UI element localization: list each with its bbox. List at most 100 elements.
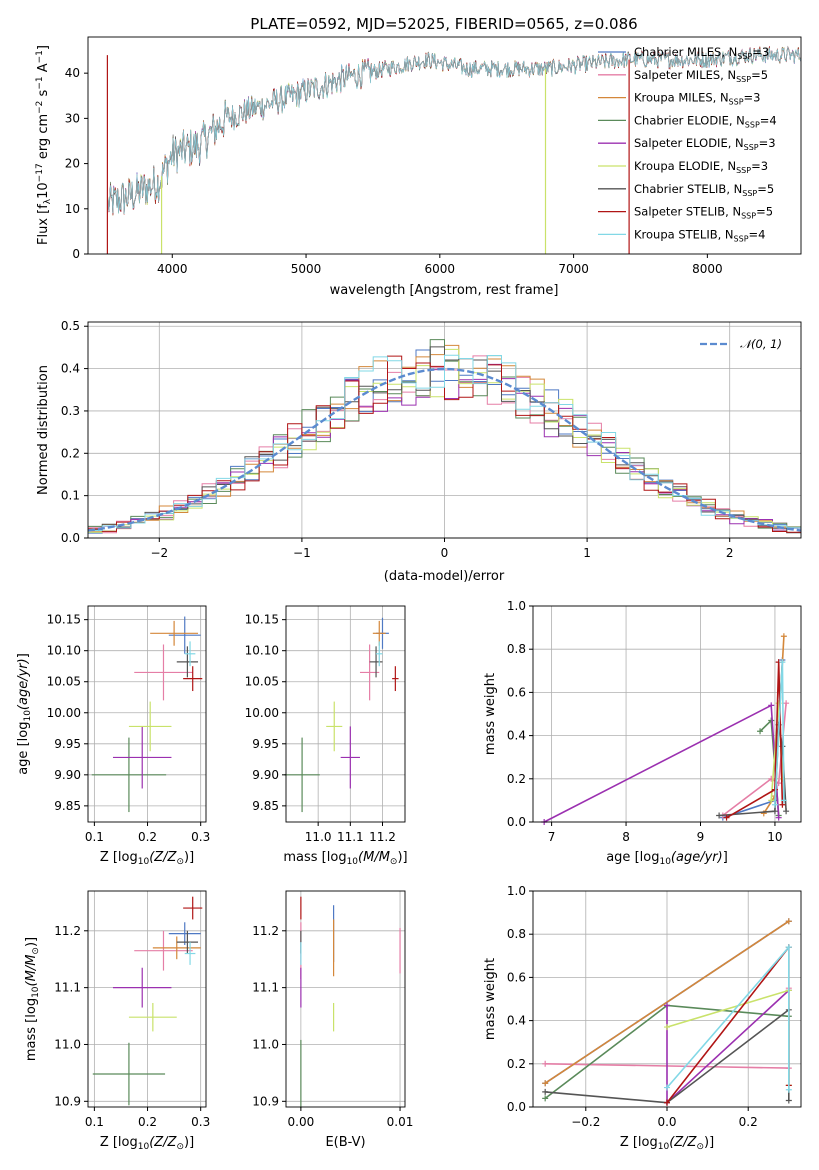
mass-vs-ebv-marks <box>300 896 401 1109</box>
normal-legend-label: 𝒩(0, 1) <box>740 337 782 351</box>
weight-vs-Z-marker <box>542 1080 549 1087</box>
weight-vs-age-marks <box>541 633 790 825</box>
weight-vs-age-marker <box>771 801 778 808</box>
legend-label-0: Chabrier MILES, NSSP=3 <box>634 45 769 61</box>
weight-vs-Z-marker <box>785 1086 792 1093</box>
legend-label-7: Salpeter STELIB, NSSP=5 <box>634 205 773 221</box>
age-vs-Z-grid <box>88 606 206 822</box>
weight-vs-Z-xlabel: Z [log10(Z/Z⊙)] <box>620 1135 714 1152</box>
legend-label-8: Kroupa STELIB, NSSP=4 <box>634 227 765 243</box>
mass-vs-Z-xtick-label: 0.3 <box>191 1115 210 1129</box>
weight-vs-age-marker <box>779 659 786 666</box>
mass-vs-Z-ylabel: mass [log10(M/M⊙)] <box>24 937 41 1061</box>
mass-vs-Z-panel: 0.1 0.2 0.3 10.9 11.0 11.1 11.2 Z [log10(Z/Z⊙)]… <box>24 890 210 1152</box>
spectrum-xtick-label: 7000 <box>558 262 589 276</box>
age-vs-mass-ytick-label: 10.15 <box>245 613 279 627</box>
residuals-xlabel: (data-model)/error <box>384 569 505 584</box>
age-vs-mass-panel: 11.0 11.1 11.2 9.85 9.90 9.95 10.00 10.05 10.10 1… <box>245 605 408 867</box>
weight-vs-Z-xtick-label: 0.2 <box>739 1115 758 1129</box>
mass-vs-ebv-ytick-label: 11.2 <box>252 924 279 938</box>
residuals-ytick-label: 0.5 <box>61 319 80 333</box>
residuals-hist-8 <box>88 354 801 531</box>
weight-vs-age-marker <box>780 633 787 640</box>
weight-vs-Z-xtick-label: −0.2 <box>571 1115 600 1129</box>
residuals-ytick-label: 0.2 <box>61 446 80 460</box>
weight-vs-age-marker <box>783 700 790 707</box>
age-vs-Z-marks <box>91 616 203 813</box>
age-vs-Z-ylabel: age [log10(age/yr)] <box>16 653 33 775</box>
residuals-legend: 𝒩(0, 1) <box>700 337 782 351</box>
weight-vs-Z-marker <box>785 918 792 925</box>
age-vs-Z-ytick-label: 10.00 <box>47 706 81 720</box>
age-vs-Z-ytick-label: 9.95 <box>54 737 81 751</box>
weight-vs-age-xlabel: age [log10(age/yr)] <box>606 850 728 867</box>
age-vs-mass-grid <box>286 606 405 822</box>
residuals-xtick-label: 2 <box>726 546 734 560</box>
spectrum-xtick-label: 8000 <box>692 262 723 276</box>
weight-vs-Z-marker <box>785 944 792 951</box>
weight-vs-age-xtick-label: 10 <box>767 830 782 844</box>
age-vs-Z-xtick-label: 0.2 <box>138 830 157 844</box>
age-vs-Z-panel: 0.1 0.2 0.3 9.85 9.90 9.95 10.00 10.05 10.10 10.1… <box>16 605 210 867</box>
weight-vs-age-marker <box>779 801 786 808</box>
weight-vs-age-xtick-label: 9 <box>697 830 705 844</box>
age-vs-mass-xtick-label: 11.2 <box>369 830 396 844</box>
weight-vs-Z-ytick-label: 0.6 <box>507 970 526 984</box>
weight-vs-Z-ytick-label: 0.8 <box>507 927 526 941</box>
mass-vs-Z-ytick-label: 11.1 <box>54 981 81 995</box>
mass-vs-ebv-xlabel: E(B-V) <box>325 1135 365 1150</box>
spectrum-panel: PLATE=0592, MJD=52025, FIBERID=0565, z=0… <box>35 15 802 298</box>
residuals-xtick-label: −1 <box>293 546 311 560</box>
weight-vs-age-series-7 <box>726 662 784 819</box>
residuals-ytick-label: 0.4 <box>61 362 80 376</box>
weight-vs-age-marker <box>757 728 764 735</box>
legend-label-4: Salpeter ELODIE, NSSP=3 <box>634 136 776 152</box>
weight-vs-age-ytick-label: 0.0 <box>507 815 526 829</box>
residuals-xtick-label: 1 <box>583 546 591 560</box>
age-vs-Z-ytick-label: 10.10 <box>47 644 81 658</box>
weight-vs-Z-xtick-label: 0.0 <box>657 1115 676 1129</box>
mass-vs-Z-xtick-label: 0.2 <box>138 1115 157 1129</box>
weight-vs-age-marker <box>775 814 782 821</box>
weight-vs-age-marker <box>768 717 775 724</box>
mass-vs-ebv-ytick-label: 11.1 <box>252 981 279 995</box>
weight-vs-age-xtick-label: 8 <box>622 830 630 844</box>
residuals-panel: −2 −1 0 1 2 0.0 0.1 0.2 0.3 0.4 0.5 (data-model)/e… <box>36 319 802 584</box>
spectrum-line-8 <box>107 46 802 215</box>
age-vs-mass-ytick-label: 9.90 <box>252 768 279 782</box>
spectrum-frame <box>87 36 802 255</box>
residuals-xtick-label: −2 <box>150 546 168 560</box>
age-vs-mass-ytick-label: 9.85 <box>252 799 279 813</box>
mass-vs-ebv-ytick-label: 10.9 <box>252 1094 279 1108</box>
spectrum-xlabel: wavelength [Angstrom, rest frame] <box>330 283 559 298</box>
weight-vs-age-ylabel: mass weight <box>483 673 498 755</box>
weight-vs-age-panel: 7 8 9 10 0.0 0.2 0.4 0.6 0.8 1.0 age [log10(age/yr… <box>483 599 802 867</box>
weight-vs-age-ytick-label: 0.6 <box>507 685 526 699</box>
weight-vs-age-marker <box>771 808 778 815</box>
weight-vs-age-marker <box>768 797 775 804</box>
residuals-ytick-label: 0.0 <box>61 531 80 545</box>
weight-vs-age-marker <box>783 808 790 815</box>
weight-vs-age-marker <box>780 797 787 804</box>
weight-vs-Z-marker <box>785 1097 792 1104</box>
age-vs-mass-xtick-label: 11.1 <box>337 830 364 844</box>
weight-vs-Z-marker <box>664 1084 670 1091</box>
weight-vs-Z-series-5 <box>666 989 790 1086</box>
weight-vs-age-ytick-label: 0.8 <box>507 642 526 656</box>
weight-vs-Z-marker <box>664 1002 670 1009</box>
weight-vs-Z-ylabel: mass weight <box>483 958 498 1040</box>
weight-vs-Z-panel: −0.2 0.0 0.2 0.0 0.2 0.4 0.6 0.8 1.0 Z [log10(Z/Z… <box>483 884 802 1152</box>
mass-vs-ebv-grid <box>286 891 405 1107</box>
mass-vs-Z-frame <box>87 890 207 1108</box>
age-vs-mass-ytick-label: 10.05 <box>245 675 279 689</box>
mass-vs-ebv-panel: 0.00 0.01 10.9 11.0 11.1 11.2 E(B-V) <box>252 890 413 1150</box>
weight-vs-Z-series-2 <box>544 920 790 1084</box>
age-vs-Z-ytick-label: 10.15 <box>47 613 81 627</box>
age-vs-Z-ytick-label: 9.90 <box>54 768 81 782</box>
mass-vs-Z-ytick-label: 11.0 <box>54 1037 81 1051</box>
legend-label-5: Kroupa ELODIE, NSSP=3 <box>634 159 768 175</box>
age-vs-mass-xlabel: mass [log10(M/M⊙)] <box>283 850 407 867</box>
weight-vs-age-series-4 <box>543 704 780 823</box>
legend-label-3: Chabrier ELODIE, NSSP=4 <box>634 113 777 129</box>
residuals-ylabel: Normed distribution <box>36 365 51 495</box>
